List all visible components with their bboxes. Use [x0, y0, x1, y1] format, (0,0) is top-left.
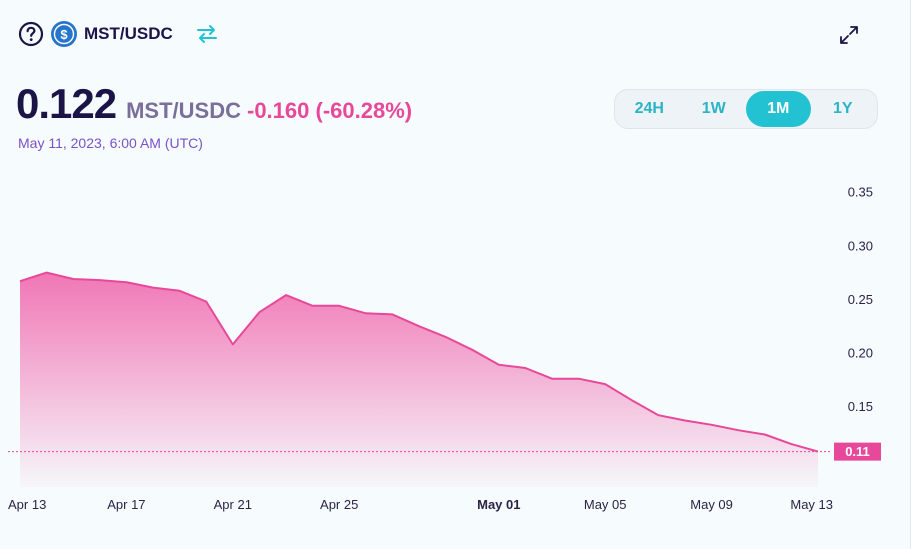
y-tick-label: 0.15	[848, 399, 873, 414]
y-tick-label: 0.25	[848, 292, 873, 307]
tab-1w[interactable]: 1W	[701, 100, 726, 117]
x-tick-label: May 05	[584, 497, 627, 512]
x-tick-label: May 13	[790, 497, 833, 512]
usdc-coin-icon: $	[51, 21, 77, 47]
x-tick-label: May 09	[690, 497, 733, 512]
current-price-badge	[834, 442, 881, 461]
x-tick-label: Apr 25	[320, 497, 358, 512]
price-value: 0.122	[16, 80, 117, 127]
x-tick-label: May 01	[477, 497, 520, 512]
expand-icon[interactable]	[838, 24, 860, 46]
price-change: -0.160 (-60.28%)	[247, 98, 413, 123]
svg-text:$: $	[60, 27, 68, 42]
price-date: May 11, 2023, 6:00 AM (UTC)	[18, 135, 203, 151]
help-circle-icon[interactable]	[18, 21, 44, 47]
tab-1y[interactable]: 1Y	[832, 100, 853, 117]
price-pair: MST/USDC	[126, 98, 241, 123]
swap-arrows-icon[interactable]	[195, 22, 219, 46]
current-price-label: 0.11	[845, 444, 870, 459]
tab-24h[interactable]: 24H	[634, 100, 664, 117]
tab-1m[interactable]: 1M	[746, 91, 811, 127]
x-tick-label: Apr 21	[214, 497, 252, 512]
x-tick-label: Apr 17	[107, 497, 145, 512]
header-bar: $ MST/USDC	[18, 20, 219, 48]
pair-label: MST/USDC	[84, 24, 173, 43]
price-line	[19, 271, 819, 453]
price-row: 0.122 MST/USDC -0.160 (-60.28%)	[16, 80, 412, 128]
range-tabs: 24H 1W 1M 1Y	[614, 89, 878, 129]
y-tick-label: 0.35	[848, 185, 873, 200]
area-fill	[20, 272, 818, 487]
y-tick-label: 0.30	[848, 238, 873, 253]
y-tick-label: 0.20	[848, 345, 873, 360]
x-tick-label: Apr 13	[8, 497, 46, 512]
